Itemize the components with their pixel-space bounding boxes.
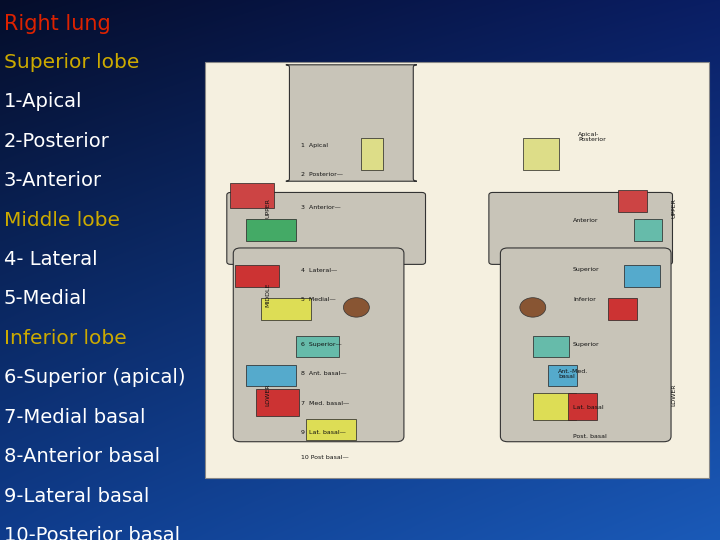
FancyBboxPatch shape	[227, 192, 426, 265]
Text: 4  Lateral—: 4 Lateral—	[301, 267, 337, 273]
Text: 8  Ant. basal—: 8 Ant. basal—	[301, 372, 346, 376]
FancyBboxPatch shape	[205, 62, 709, 478]
Bar	[608, 298, 637, 320]
Text: UPPER: UPPER	[266, 198, 271, 218]
Text: Middle lobe: Middle lobe	[4, 211, 120, 229]
Bar	[296, 336, 339, 357]
FancyBboxPatch shape	[500, 248, 671, 442]
Text: 4- Lateral: 4- Lateral	[4, 250, 97, 269]
Bar	[235, 265, 279, 287]
Text: 2  Posterior—: 2 Posterior—	[301, 172, 343, 177]
Text: 1  Apical: 1 Apical	[301, 143, 328, 148]
Text: 8-Anterior basal: 8-Anterior basal	[4, 447, 160, 466]
Bar	[523, 138, 559, 170]
Text: Right lung: Right lung	[4, 14, 110, 33]
Circle shape	[343, 298, 369, 317]
Text: Anterior: Anterior	[573, 218, 598, 222]
Text: 5  Medial—: 5 Medial—	[301, 296, 336, 302]
Circle shape	[520, 298, 546, 317]
Text: MIDDLE: MIDDLE	[266, 283, 271, 307]
Text: 10 Post basal—: 10 Post basal—	[301, 455, 348, 460]
Text: 3-Anterior: 3-Anterior	[4, 171, 102, 190]
Text: 6  Superior—: 6 Superior—	[301, 342, 342, 347]
Bar	[568, 393, 597, 420]
Text: 2-Posterior: 2-Posterior	[4, 132, 109, 151]
Bar	[230, 183, 274, 207]
Bar	[361, 138, 383, 170]
FancyBboxPatch shape	[286, 65, 417, 181]
Text: Superior lobe: Superior lobe	[4, 53, 139, 72]
FancyBboxPatch shape	[489, 192, 672, 265]
Text: 1-Apical: 1-Apical	[4, 92, 82, 111]
Text: Ant.-Med.
basal: Ant.-Med. basal	[558, 368, 588, 379]
Bar	[246, 219, 296, 241]
Text: LOWER: LOWER	[266, 383, 271, 406]
Text: 9-Lateral basal: 9-Lateral basal	[4, 487, 149, 505]
Bar	[533, 393, 576, 420]
Text: Inferior lobe: Inferior lobe	[4, 329, 126, 348]
Text: 7-Medial basal: 7-Medial basal	[4, 408, 145, 427]
Bar	[256, 389, 299, 416]
Text: Apical-
Posterior: Apical- Posterior	[578, 132, 606, 143]
Text: Superior: Superior	[573, 342, 600, 347]
Bar	[618, 190, 647, 212]
Bar	[548, 365, 577, 387]
Text: LOWER: LOWER	[672, 383, 676, 406]
Bar	[634, 219, 662, 241]
Bar	[261, 298, 311, 320]
Text: Inferior: Inferior	[573, 296, 596, 302]
Text: 3  Anterior—: 3 Anterior—	[301, 205, 341, 210]
Text: Lat. basal: Lat. basal	[573, 404, 604, 410]
Text: 9  Lat. basal—: 9 Lat. basal—	[301, 430, 346, 435]
Bar	[624, 265, 660, 287]
Text: 5-Medial: 5-Medial	[4, 289, 87, 308]
Text: UPPER: UPPER	[672, 198, 676, 218]
Text: 6-Superior (apical): 6-Superior (apical)	[4, 368, 185, 387]
Bar	[533, 336, 569, 357]
Bar	[246, 365, 296, 387]
Text: Superior: Superior	[573, 267, 600, 273]
Text: Post. basal: Post. basal	[573, 434, 607, 439]
Text: 7  Med. basal—: 7 Med. basal—	[301, 401, 349, 406]
FancyBboxPatch shape	[233, 248, 404, 442]
Bar	[306, 419, 356, 441]
Text: 10-Posterior basal: 10-Posterior basal	[4, 526, 180, 540]
